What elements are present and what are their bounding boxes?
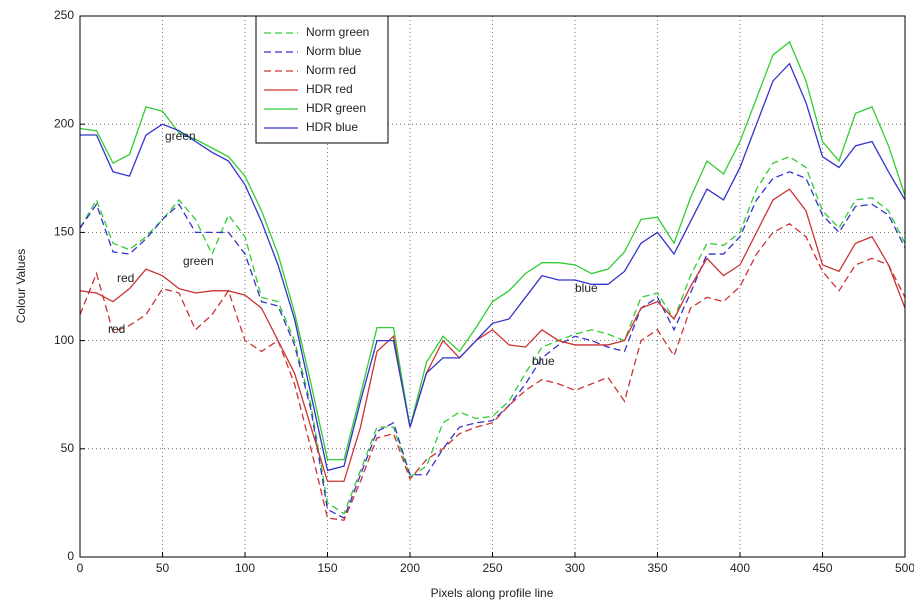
legend-label: HDR blue	[306, 120, 358, 134]
x-tick-label: 300	[565, 561, 585, 575]
y-tick-label: 0	[67, 549, 74, 563]
x-axis-label: Pixels along profile line	[431, 586, 554, 600]
annotation: red	[117, 271, 134, 285]
series-line	[79, 40, 906, 461]
legend-label: Norm blue	[306, 44, 362, 58]
x-tick-label: 400	[730, 561, 750, 575]
annotation: green	[183, 254, 214, 268]
series-line	[79, 188, 906, 482]
annotation: blue	[532, 354, 555, 368]
y-tick-label: 250	[54, 8, 74, 22]
x-tick-label: 150	[317, 561, 337, 575]
annotation: red	[108, 322, 125, 336]
legend-label: HDR green	[306, 101, 366, 115]
x-tick-label: 250	[482, 561, 502, 575]
legend-box	[255, 15, 389, 144]
x-tick-label: 100	[235, 561, 255, 575]
x-tick-label: 500	[895, 561, 914, 575]
plot-area	[80, 16, 905, 557]
annotation: green	[165, 129, 196, 143]
y-tick-label: 50	[61, 441, 75, 455]
series-line	[80, 62, 906, 472]
legend-label: Norm green	[306, 25, 369, 39]
legend-label: Norm red	[306, 63, 356, 77]
x-tick-label: 350	[647, 561, 667, 575]
series-line	[79, 171, 906, 519]
annotation: blue	[575, 281, 598, 295]
legend-label: HDR red	[306, 82, 353, 96]
plot-frame	[79, 15, 906, 558]
y-axis-label: Colour Values	[14, 249, 28, 323]
series-line	[79, 155, 906, 515]
x-tick-label: 50	[156, 561, 170, 575]
y-tick-label: 100	[54, 333, 74, 347]
series-line	[79, 222, 906, 521]
x-tick-label: 450	[812, 561, 832, 575]
x-tick-label: 200	[400, 561, 420, 575]
y-tick-label: 150	[54, 225, 74, 239]
x-tick-label: 0	[77, 561, 84, 575]
y-tick-label: 200	[54, 116, 74, 130]
